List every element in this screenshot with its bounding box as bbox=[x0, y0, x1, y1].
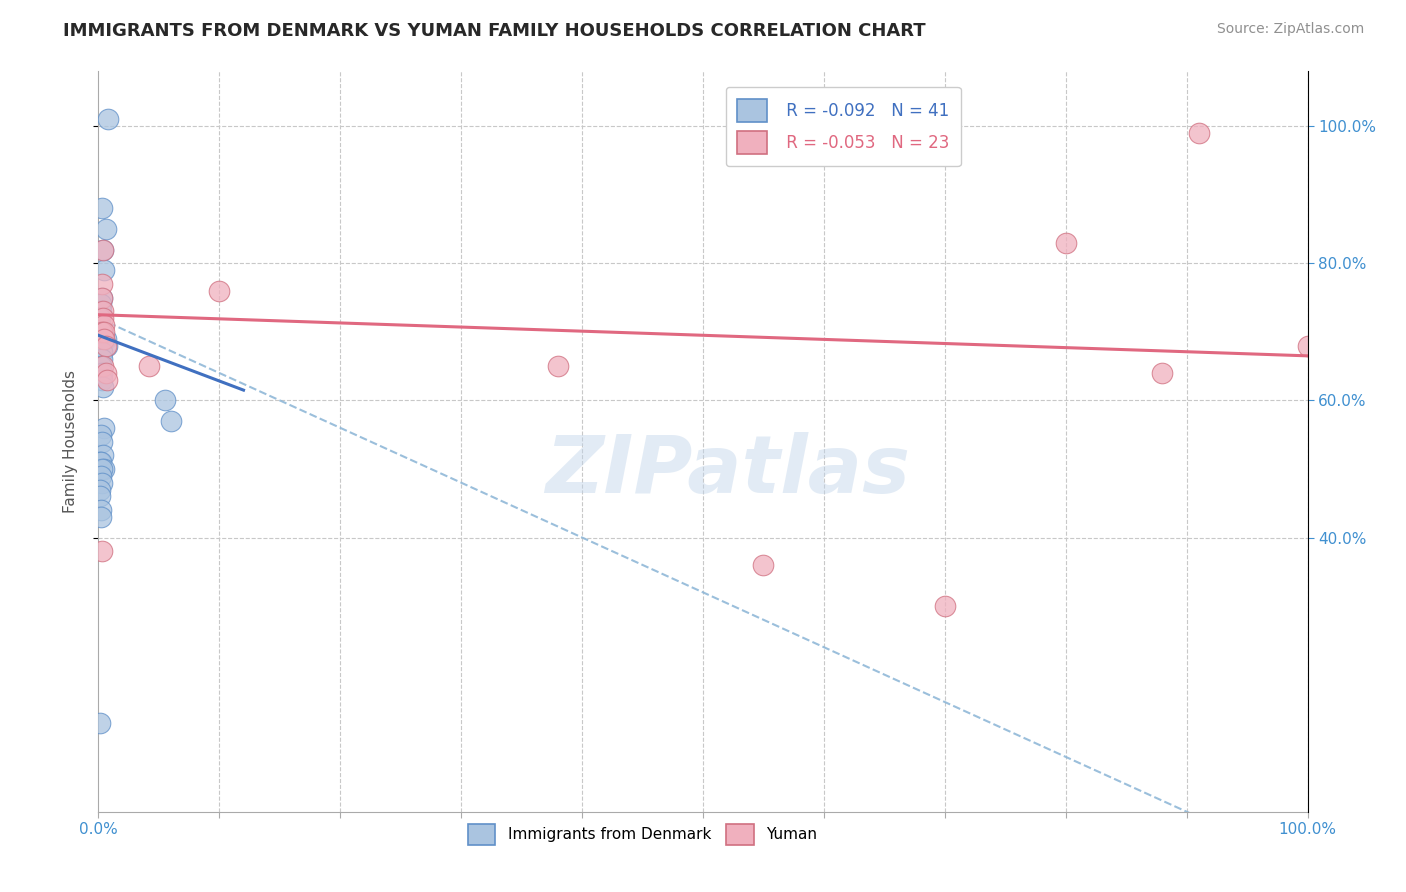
Point bbox=[93, 318, 115, 332]
Point bbox=[94, 332, 117, 346]
Point bbox=[91, 448, 114, 462]
Text: Source: ZipAtlas.com: Source: ZipAtlas.com bbox=[1216, 22, 1364, 37]
Point bbox=[91, 243, 114, 257]
Point bbox=[96, 338, 118, 352]
Point bbox=[89, 318, 111, 332]
Point bbox=[1152, 366, 1174, 380]
Point bbox=[90, 297, 112, 311]
Point bbox=[91, 304, 114, 318]
Point bbox=[90, 455, 112, 469]
Point bbox=[91, 325, 114, 339]
Point bbox=[91, 311, 114, 326]
Point bbox=[91, 345, 114, 359]
Point bbox=[94, 338, 117, 352]
Point bbox=[91, 352, 114, 367]
Point bbox=[96, 373, 118, 387]
Point bbox=[934, 599, 956, 613]
Point bbox=[89, 483, 111, 497]
Point bbox=[153, 393, 176, 408]
Point bbox=[547, 359, 569, 373]
Point bbox=[91, 366, 114, 380]
Point bbox=[90, 427, 112, 442]
Point bbox=[91, 462, 114, 476]
Point bbox=[89, 318, 111, 332]
Point bbox=[97, 112, 120, 127]
Point bbox=[89, 715, 111, 730]
Point bbox=[90, 503, 112, 517]
Point bbox=[91, 332, 114, 346]
Point bbox=[90, 304, 112, 318]
Point bbox=[1054, 235, 1077, 250]
Point bbox=[91, 325, 114, 339]
Point bbox=[90, 510, 112, 524]
Point bbox=[160, 414, 183, 428]
Point bbox=[93, 325, 115, 339]
Point bbox=[90, 468, 112, 483]
Point bbox=[91, 291, 114, 305]
Point bbox=[89, 489, 111, 503]
Point bbox=[91, 434, 114, 449]
Point bbox=[90, 325, 112, 339]
Point bbox=[89, 455, 111, 469]
Point bbox=[91, 243, 114, 257]
Point bbox=[138, 359, 160, 373]
Point bbox=[91, 277, 114, 291]
Point bbox=[93, 421, 115, 435]
Point bbox=[208, 284, 231, 298]
Y-axis label: Family Households: Family Households bbox=[63, 370, 77, 513]
Point bbox=[94, 222, 117, 236]
Point bbox=[94, 366, 117, 380]
Point bbox=[93, 332, 115, 346]
Point bbox=[91, 380, 114, 394]
Text: ZIPatlas: ZIPatlas bbox=[544, 432, 910, 510]
Point bbox=[1188, 126, 1211, 140]
Point bbox=[91, 291, 114, 305]
Point bbox=[1296, 338, 1319, 352]
Point bbox=[93, 263, 115, 277]
Point bbox=[91, 544, 114, 558]
Point bbox=[91, 359, 114, 373]
Legend: Immigrants from Denmark, Yuman: Immigrants from Denmark, Yuman bbox=[457, 813, 828, 856]
Point bbox=[91, 373, 114, 387]
Point bbox=[93, 462, 115, 476]
Point bbox=[91, 202, 114, 216]
Text: IMMIGRANTS FROM DENMARK VS YUMAN FAMILY HOUSEHOLDS CORRELATION CHART: IMMIGRANTS FROM DENMARK VS YUMAN FAMILY … bbox=[63, 22, 927, 40]
Point bbox=[91, 475, 114, 490]
Point bbox=[752, 558, 775, 572]
Point bbox=[90, 359, 112, 373]
Point bbox=[89, 311, 111, 326]
Point bbox=[89, 311, 111, 326]
Point bbox=[89, 325, 111, 339]
